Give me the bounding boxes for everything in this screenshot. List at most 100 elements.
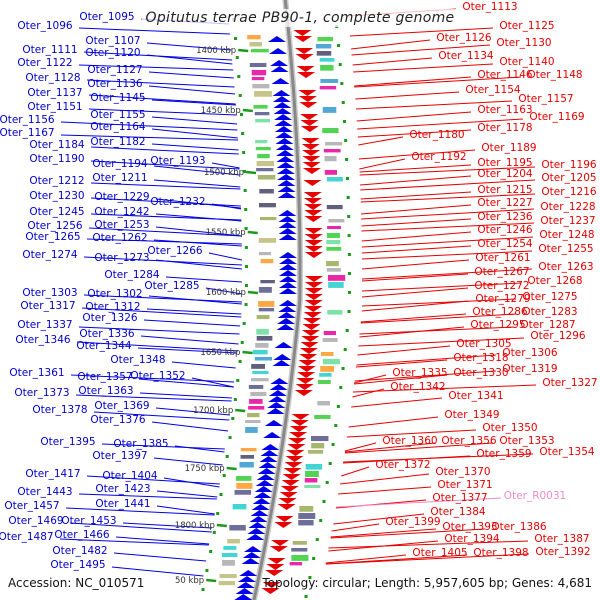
gene-label-forward[interactable]: Oter_1232 — [150, 196, 205, 208]
gene-label-reverse[interactable]: Oter_1371 — [437, 479, 492, 491]
gene-label-reverse[interactable]: Oter_1196 — [541, 159, 596, 171]
gene-label-forward[interactable]: Oter_1378 — [32, 404, 87, 416]
gene-label-forward[interactable]: Oter_1363 — [78, 385, 133, 397]
gene-label-forward[interactable]: Oter_1155 — [90, 109, 145, 121]
gene-label-reverse[interactable]: Oter_1341 — [448, 390, 503, 402]
gene-label-reverse[interactable]: Oter_1350 — [482, 422, 537, 434]
gene-label-reverse[interactable]: Oter_1272 — [474, 280, 529, 292]
gene-label-forward[interactable]: Oter_1096 — [17, 20, 72, 32]
gene-label-forward[interactable]: Oter_1156 — [0, 114, 55, 126]
gene-label-forward[interactable]: Oter_1120 — [85, 47, 140, 59]
gene-label-reverse[interactable]: Oter_1377 — [432, 492, 487, 504]
gene-label-forward[interactable]: Oter_1373 — [14, 387, 69, 399]
gene-label-forward[interactable]: Oter_1128 — [25, 72, 80, 84]
gene-label-reverse[interactable]: Oter_1254 — [477, 238, 532, 250]
gene-label-forward[interactable]: Oter_1164 — [90, 121, 145, 133]
gene-label-reverse[interactable]: Oter_1398 — [473, 547, 528, 559]
gene-label-reverse[interactable]: Oter_1354 — [539, 446, 594, 458]
gene-label-reverse[interactable]: Oter_1267 — [474, 266, 529, 278]
gene-label-forward[interactable]: Oter_1337 — [17, 319, 72, 331]
gene-label-forward[interactable]: Oter_1352 — [130, 370, 185, 382]
gene-label-forward[interactable]: Oter_1317 — [20, 300, 75, 312]
gene-label-reverse[interactable]: Oter_1268 — [527, 275, 582, 287]
gene-label-forward[interactable]: Oter_1274 — [22, 249, 77, 261]
gene-label-reverse[interactable]: Oter_1263 — [538, 261, 593, 273]
gene-label-forward[interactable]: Oter_1190 — [29, 153, 84, 165]
gene-label-reverse[interactable]: Oter_1178 — [477, 122, 532, 134]
gene-label-reverse[interactable]: Oter_1372 — [375, 459, 430, 471]
gene-label-forward[interactable]: Oter_1107 — [85, 35, 140, 47]
gene-label-reverse[interactable]: Oter_1287 — [520, 319, 575, 331]
gene-label-forward[interactable]: Oter_1346 — [15, 334, 70, 346]
gene-label-reverse[interactable]: Oter_1387 — [534, 533, 589, 545]
gene-label-forward[interactable]: Oter_1242 — [94, 206, 149, 218]
gene-label-forward[interactable]: Oter_1193 — [150, 155, 205, 167]
gene-label-forward[interactable]: Oter_1385 — [113, 438, 168, 450]
gene-label-forward[interactable]: Oter_1211 — [92, 172, 147, 184]
gene-label-reverse[interactable]: Oter_1392 — [535, 546, 590, 558]
gene-label-reverse[interactable]: Oter_1126 — [436, 32, 491, 44]
gene-label-reverse[interactable]: Oter_1236 — [477, 211, 532, 223]
gene-label-forward[interactable]: Oter_1417 — [25, 468, 80, 480]
gene-label-forward[interactable]: Oter_1487 — [0, 531, 54, 543]
gene-label-forward[interactable]: Oter_1212 — [29, 175, 84, 187]
gene-label-reverse[interactable]: Oter_1248 — [539, 229, 594, 241]
gene-label-reverse[interactable]: Oter_1227 — [477, 197, 532, 209]
gene-label-forward[interactable]: Oter_1151 — [27, 101, 82, 113]
gene-label-forward[interactable]: Oter_1111 — [22, 44, 77, 56]
gene-label-reverse[interactable]: Oter_1342 — [390, 381, 445, 393]
gene-label-forward[interactable]: Oter_1369 — [94, 400, 149, 412]
gene-label-forward[interactable]: Oter_1265 — [25, 231, 80, 243]
gene-label-reverse[interactable]: Oter_1125 — [499, 20, 554, 32]
gene-label-reverse[interactable]: Oter_1215 — [477, 184, 532, 196]
gene-label-reverse[interactable]: Oter_1349 — [444, 409, 499, 421]
gene-label-reverse[interactable]: Oter_1399 — [385, 516, 440, 528]
gene-label-reverse[interactable]: Oter_1353 — [499, 435, 554, 447]
gene-label-reverse[interactable]: Oter_1113 — [462, 1, 517, 13]
gene-label-forward[interactable]: Oter_1230 — [29, 190, 84, 202]
gene-label-reverse[interactable]: Oter_1157 — [518, 93, 573, 105]
gene-label-forward[interactable]: Oter_1348 — [110, 354, 165, 366]
gene-label-forward[interactable]: Oter_1229 — [94, 191, 149, 203]
gene-label-reverse[interactable]: Oter_1318 — [453, 352, 508, 364]
gene-label-reverse[interactable]: Oter_1146 — [477, 69, 532, 81]
gene-label-reverse[interactable]: Oter_1163 — [477, 104, 532, 116]
gene-label-forward[interactable]: Oter_1127 — [87, 64, 142, 76]
gene-label-reverse[interactable]: Oter_1130 — [496, 37, 551, 49]
gene-label-reverse[interactable]: Oter_1180 — [409, 129, 464, 141]
gene-label-forward[interactable]: Oter_1361 — [9, 367, 64, 379]
gene-label-forward[interactable]: Oter_1122 — [17, 57, 72, 69]
gene-label-reverse[interactable]: Oter_1148 — [527, 69, 582, 81]
gene-label-forward[interactable]: Oter_1376 — [90, 414, 145, 426]
gene-label-reverse[interactable]: Oter_1330 — [453, 367, 508, 379]
gene-label-forward[interactable]: Oter_1495 — [50, 559, 105, 571]
gene-label-reverse[interactable]: Oter_1140 — [499, 56, 554, 68]
gene-label-reverse[interactable]: Oter_1275 — [522, 291, 577, 303]
gene-label-reverse[interactable]: Oter_1405 — [412, 547, 467, 559]
gene-label-forward[interactable]: Oter_1312 — [85, 301, 140, 313]
gene-label-forward[interactable]: Oter_1273 — [94, 252, 149, 264]
gene-label-forward[interactable]: Oter_1443 — [17, 486, 72, 498]
gene-label-reverse[interactable]: Oter_1296 — [530, 330, 585, 342]
gene-label-forward[interactable]: Oter_1326 — [82, 312, 137, 324]
gene-label-reverse[interactable]: Oter_1359 — [476, 448, 531, 460]
gene-label-reverse[interactable]: Oter_1205 — [541, 172, 596, 184]
gene-label-reverse[interactable]: Oter_1384 — [430, 506, 485, 518]
gene-label-forward[interactable]: Oter_1482 — [52, 545, 107, 557]
gene-label-forward[interactable]: Oter_1453 — [61, 515, 116, 527]
gene-label-reverse[interactable]: Oter_1255 — [538, 243, 593, 255]
gene-label-reverse[interactable]: Oter_1228 — [540, 201, 595, 213]
gene-label-forward[interactable]: Oter_1469 — [8, 515, 63, 527]
gene-label-forward[interactable]: Oter_1395 — [40, 436, 95, 448]
gene-label-reverse[interactable]: Oter_1360 — [382, 435, 437, 447]
gene-label-reverse[interactable]: Oter_1283 — [522, 306, 577, 318]
gene-label-forward[interactable]: Oter_1285 — [144, 280, 199, 292]
gene-label-reverse[interactable]: Oter_1195 — [477, 157, 532, 169]
gene-label-forward[interactable]: Oter_1303 — [22, 287, 77, 299]
gene-label-reverse[interactable]: Oter_1154 — [465, 84, 520, 96]
gene-label-forward[interactable]: Oter_1336 — [79, 328, 134, 340]
gene-label-forward[interactable]: Oter_1423 — [95, 483, 150, 495]
gene-label-reverse[interactable]: Oter_1305 — [456, 338, 511, 350]
gene-label-forward[interactable]: Oter_1245 — [29, 206, 84, 218]
gene-label-forward[interactable]: Oter_1357 — [77, 371, 132, 383]
